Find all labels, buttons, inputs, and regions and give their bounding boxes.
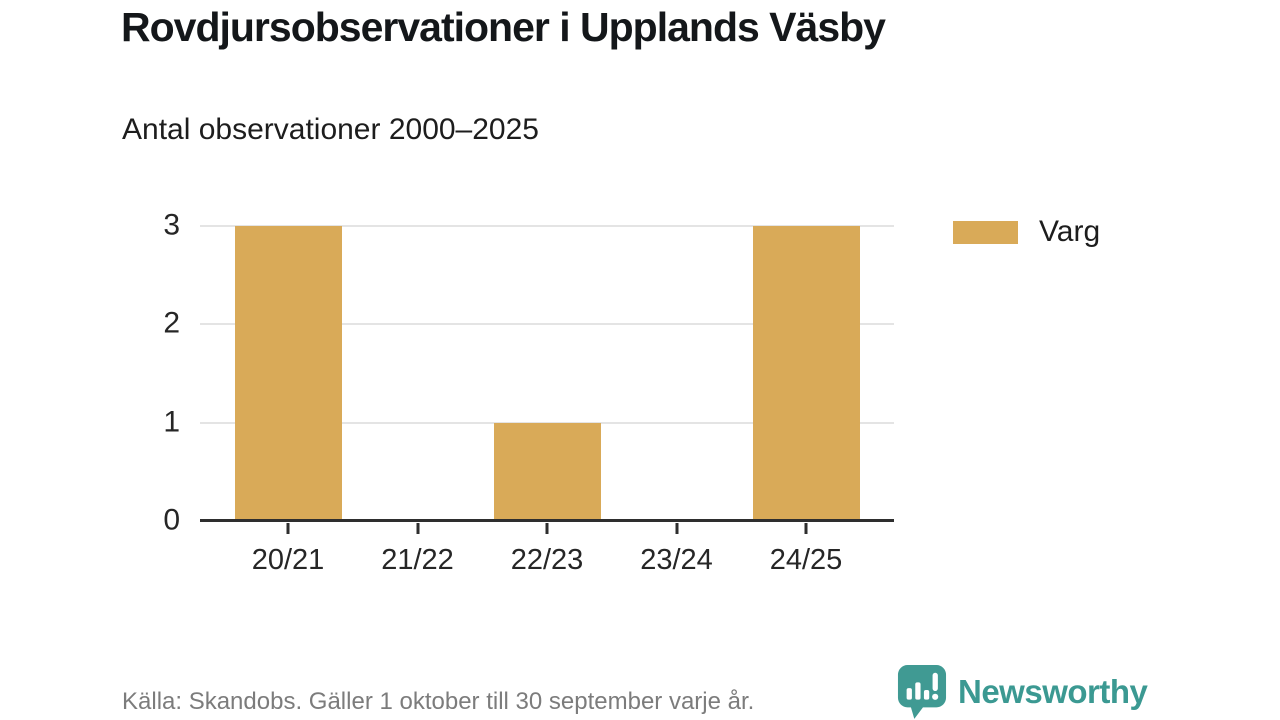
source-note: Källa: Skandobs. Gäller 1 oktober till 3… xyxy=(122,688,755,715)
chart-subtitle: Antal observationer 2000–2025 xyxy=(122,113,539,146)
legend-label-varg: Varg xyxy=(1039,215,1101,248)
plot-area: 0 1 2 3 20/21 21/22 22/23 23/24 24/25 xyxy=(163,208,894,576)
y-tick-label-2: 2 xyxy=(163,306,180,340)
y-tick-label-1: 1 xyxy=(163,404,180,438)
x-axis-line xyxy=(200,519,894,522)
newsworthy-icon xyxy=(897,665,947,719)
brand-wordmark: Newsworthy xyxy=(958,672,1148,710)
gridline-3 xyxy=(200,225,894,227)
x-tick-label-24-25: 24/25 xyxy=(769,544,843,576)
legend: Varg xyxy=(953,215,1100,249)
y-tick-label-0: 0 xyxy=(163,503,180,537)
gridline-2 xyxy=(200,323,894,326)
legend-swatch-varg xyxy=(953,220,1018,244)
gridline-1 xyxy=(200,421,894,424)
chart-title: Rovdjursobservationer i Upplands Väsby xyxy=(121,4,886,50)
x-tick-label-20-21: 20/21 xyxy=(251,544,325,576)
x-tick-label-23-24: 23/24 xyxy=(640,544,713,576)
x-tick-22-23 xyxy=(545,523,549,534)
x-tick-label-22-23: 22/23 xyxy=(510,544,584,576)
brand-logo: Newsworthy xyxy=(897,664,1148,719)
bar-24-25 xyxy=(752,226,860,521)
x-tick-23-24 xyxy=(675,523,678,534)
x-tick-20-21 xyxy=(286,523,290,534)
x-tick-24-25 xyxy=(804,523,808,534)
x-tick-label-21-22: 21/22 xyxy=(381,544,454,576)
bar-22-23 xyxy=(493,422,601,521)
x-tick-21-22 xyxy=(416,523,419,534)
bar-20-21 xyxy=(234,226,342,521)
y-tick-label-3: 3 xyxy=(163,208,180,242)
